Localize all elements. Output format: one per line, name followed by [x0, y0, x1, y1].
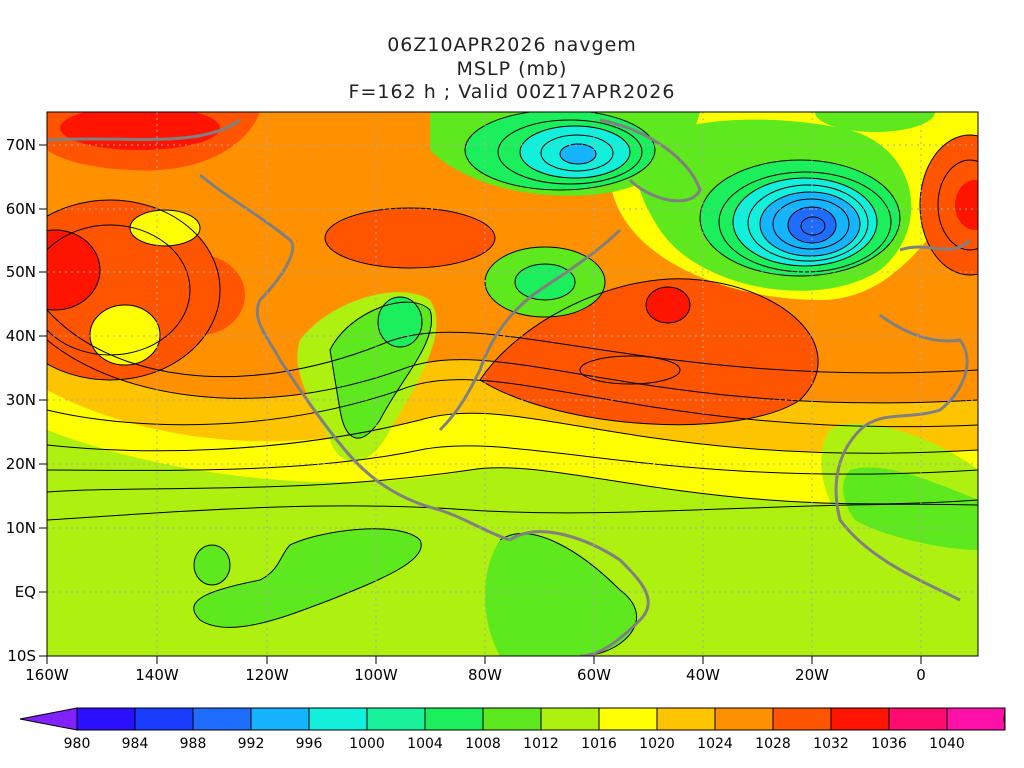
field-arctic-high-core [60, 112, 220, 150]
colorbar-label: 996 [296, 736, 323, 752]
tick-marks [39, 144, 922, 664]
field-atlantic-high-core [646, 287, 690, 323]
y-tick-label: 30N [6, 391, 36, 409]
field-south-america-low [485, 533, 637, 656]
colorbar-swatch [250, 707, 310, 731]
colorbar-swatch [714, 707, 774, 731]
colorbar-label: 1004 [407, 736, 443, 752]
colorbar-label: 1040 [929, 736, 965, 752]
colorbar-swatch [76, 707, 136, 731]
colorbar-label: 1020 [639, 736, 675, 752]
colorbar-swatch [134, 707, 194, 731]
colorbar-swatch [366, 707, 426, 731]
colorbar-swatch [192, 707, 252, 731]
y-tick-label: 10S [7, 647, 36, 665]
field-tropical-pacific-low [193, 528, 422, 628]
colorbar-label: 1036 [871, 736, 907, 752]
colorbar-label: 1008 [465, 736, 501, 752]
x-tick-label: 120W [245, 666, 289, 684]
colorbar-label: 988 [180, 736, 207, 752]
colorbar-label: 1016 [581, 736, 617, 752]
graticule [47, 112, 978, 656]
y-tick-labels: 70N 60N 50N 40N 30N 20N 10N EQ 10S [6, 136, 36, 665]
colorbar-swatch [482, 707, 542, 731]
field-pacific-high-east [155, 255, 245, 335]
colorbar-label: 1000 [349, 736, 385, 752]
x-tick-label: 140W [135, 666, 179, 684]
coastlines [47, 118, 972, 656]
field-scandinavia-high-core [955, 180, 978, 230]
map-title-valid: F=162 h ; Valid 00Z17APR2026 [348, 81, 676, 103]
x-tick-label: 20W [795, 666, 829, 684]
y-tick-label: 20N [6, 455, 36, 473]
field-greenland-low-core [560, 144, 596, 164]
colorbar-label: 1012 [523, 736, 559, 752]
field-conus-low-core [378, 297, 422, 347]
map-title-field: MSLP (mb) [456, 58, 568, 80]
field-newfoundland-low-core [515, 264, 575, 300]
y-tick-label: 60N [6, 200, 36, 218]
colorbar-swatch [598, 707, 658, 731]
map-title-run: 06Z10APR2026 navgem [387, 34, 637, 56]
colorbar: 980 984 988 992 996 1000 1004 1008 1012 1016 1020 1… [19, 707, 1006, 752]
y-tick-label: 70N [6, 136, 36, 154]
colorbar-label: 992 [238, 736, 265, 752]
colorbar-label: 1024 [697, 736, 733, 752]
map-frame [46, 111, 979, 657]
colorbar-swatch [830, 707, 890, 731]
x-tick-labels: 160W 140W 120W 100W 80W 60W 40W 20W 0 [25, 666, 926, 684]
colorbar-arrow-low [19, 707, 78, 731]
x-tick-label: 40W [686, 666, 720, 684]
colorbar-swatch [888, 707, 948, 731]
y-tick-label: 40N [6, 327, 36, 345]
field-canada-high [325, 208, 495, 268]
field-natl-low-core [788, 207, 836, 243]
colorbar-swatch [656, 707, 716, 731]
y-tick-label: 50N [6, 263, 36, 281]
x-tick-label: 60W [577, 666, 611, 684]
x-tick-label: 0 [916, 666, 926, 684]
colorbar-label: 1032 [813, 736, 849, 752]
y-tick-label: EQ [15, 583, 36, 601]
pressure-field [47, 112, 978, 656]
y-tick-label: 10N [6, 519, 36, 537]
field-yukon-cell [130, 210, 200, 246]
x-tick-label: 100W [354, 666, 398, 684]
x-tick-label: 80W [468, 666, 502, 684]
colorbar-swatch [308, 707, 368, 731]
x-tick-label: 160W [25, 666, 69, 684]
colorbar-swatch [946, 707, 1006, 731]
field-tropical-pacific-cell [194, 545, 230, 585]
colorbar-label: 984 [122, 736, 149, 752]
field-africa-low [843, 467, 978, 550]
colorbar-arrow-high [1003, 707, 1006, 731]
field-arctic-low [815, 112, 935, 132]
field-scandinavia-high [920, 135, 978, 275]
colorbar-label: 980 [64, 736, 91, 752]
field-pacific-high-core [47, 230, 100, 310]
colorbar-label: 1028 [755, 736, 791, 752]
colorbar-swatch [424, 707, 484, 731]
colorbar-swatch [540, 707, 600, 731]
colorbar-swatch [772, 707, 832, 731]
isobars [47, 112, 978, 656]
